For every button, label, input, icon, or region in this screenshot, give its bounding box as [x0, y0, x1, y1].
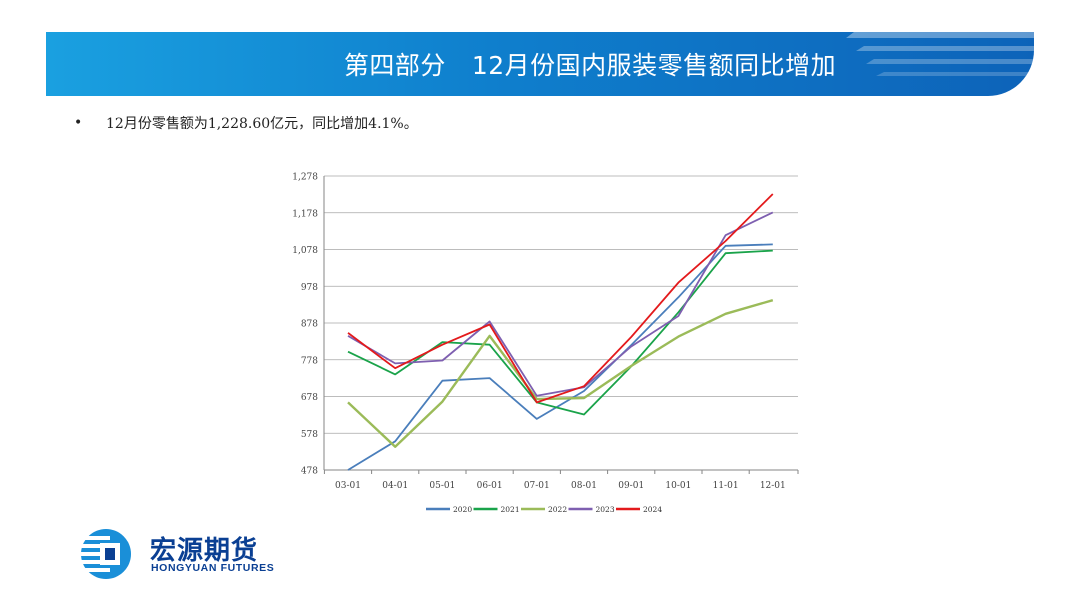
x-tick-label: 05-01 — [429, 481, 455, 491]
y-tick-label: 1,078 — [292, 246, 318, 256]
x-tick-label: 06-01 — [477, 481, 503, 491]
series-line-2024 — [347, 193, 774, 404]
y-tick-label: 1,278 — [292, 173, 318, 183]
y-tick-label: 478 — [301, 467, 318, 477]
y-tick-label: 878 — [301, 320, 318, 330]
series-line-2023 — [347, 211, 774, 397]
x-tick-label: 03-01 — [335, 481, 361, 491]
summary-bullet: • 12月份零售额为1,228.60亿元，同比增加4.1%。 — [74, 113, 418, 133]
company-logo: 宏源期货 HONGYUAN FUTURES — [70, 526, 310, 582]
x-tick-label: 09-01 — [618, 481, 644, 491]
x-tick-label: 10-01 — [665, 481, 691, 491]
y-tick-label: 778 — [301, 356, 318, 366]
x-tick-label: 08-01 — [571, 481, 597, 491]
legend-label-2021: 2021 — [501, 505, 520, 514]
x-tick-label: 07-01 — [524, 481, 550, 491]
summary-text: 12月份零售额为1,228.60亿元，同比增加4.1%。 — [106, 116, 418, 132]
logo-chinese-name: 宏源期货 — [150, 536, 259, 566]
y-tick-label: 1,178 — [292, 209, 318, 219]
logo-english-name: HONGYUAN FUTURES — [151, 562, 275, 574]
y-tick-label: 578 — [301, 430, 318, 440]
header-banner: 第四部分 12月份国内服装零售额同比增加 — [46, 32, 1034, 96]
section-label: 第四部分 — [343, 51, 446, 80]
x-tick-label: 11-01 — [713, 481, 739, 491]
y-tick-label: 678 — [301, 393, 318, 403]
page-title: 第四部分 12月份国内服装零售额同比增加 — [46, 32, 1034, 96]
x-tick-label: 04-01 — [382, 481, 408, 491]
logo-emblem-icon — [70, 529, 131, 579]
bullet-dot-icon: • — [74, 115, 83, 131]
series-line-2020 — [347, 243, 773, 471]
series-line-2021 — [347, 249, 773, 416]
series-line-2022 — [347, 299, 774, 448]
x-tick-label: 12-01 — [760, 481, 786, 491]
y-tick-label: 978 — [301, 283, 318, 293]
legend-label-2020: 2020 — [453, 505, 472, 514]
legend-label-2023: 2023 — [596, 505, 615, 514]
title-text: 12月份国内服装零售额同比增加 — [471, 51, 837, 80]
banner-stripes-decoration — [846, 32, 1034, 76]
legend-label-2022: 2022 — [548, 505, 567, 514]
legend-label-2024: 2024 — [643, 505, 662, 514]
